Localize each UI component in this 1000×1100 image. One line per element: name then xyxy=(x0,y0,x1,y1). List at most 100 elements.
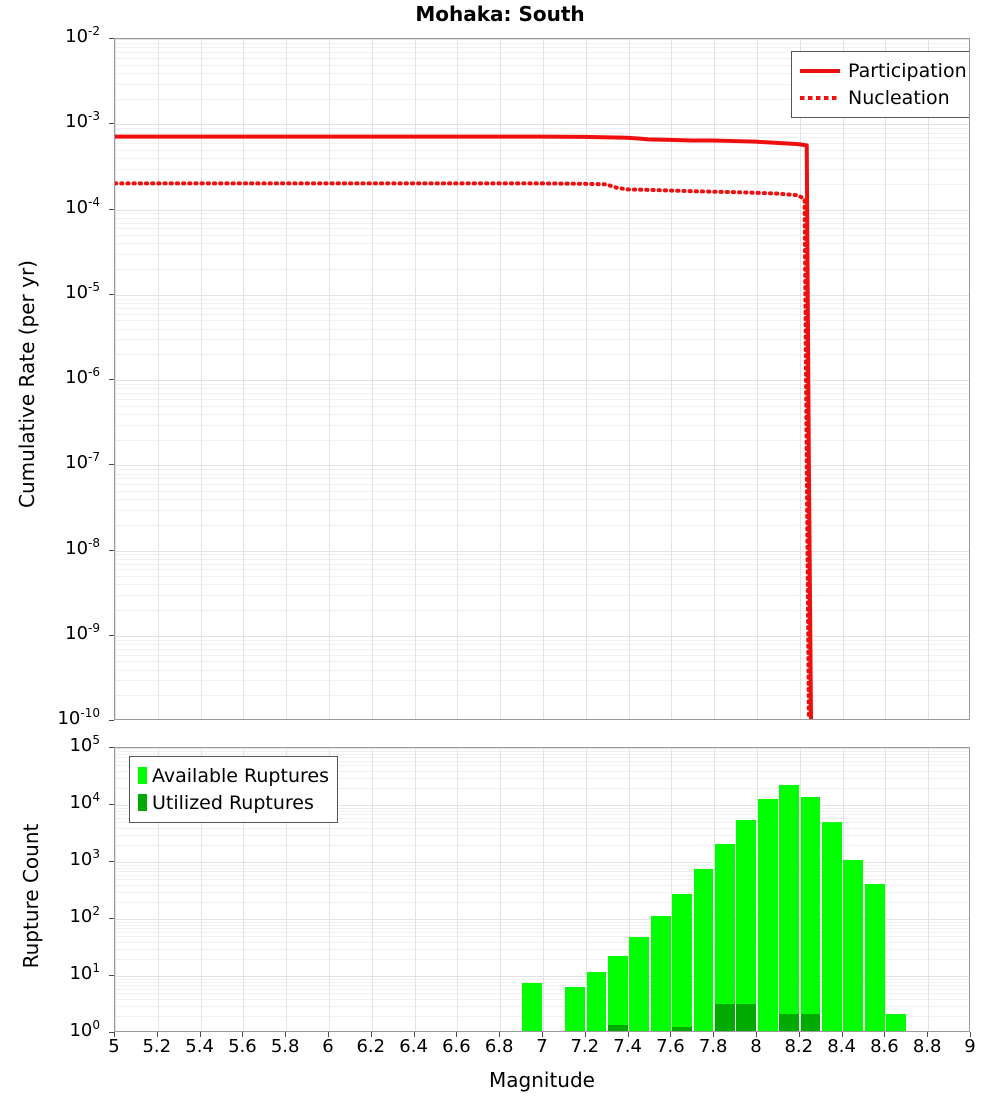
gridline-horizontal xyxy=(115,73,969,74)
gridline-horizontal xyxy=(115,761,969,762)
x-tick-label: 5.8 xyxy=(270,1036,300,1057)
available-swatch-icon xyxy=(138,767,147,784)
bottom-y-tick-label: 101 xyxy=(69,961,100,984)
bar-available-ruptures xyxy=(586,971,607,1031)
gridline-horizontal xyxy=(115,295,969,296)
x-tickmark xyxy=(285,1032,286,1037)
gridline-horizontal xyxy=(115,525,969,526)
bottom-y-tickmark xyxy=(109,861,114,862)
gridline-horizontal xyxy=(115,892,969,893)
bottom-y-tick-label: 105 xyxy=(69,733,100,756)
bar-available-ruptures xyxy=(843,860,864,1031)
top-y-tick-label: 10-7 xyxy=(65,450,100,474)
x-tick-label: 8 xyxy=(750,1036,762,1057)
gridline-horizontal xyxy=(115,822,969,823)
gridline-horizontal xyxy=(115,414,969,415)
bar-utilized-ruptures xyxy=(607,1024,628,1031)
gridline-horizontal xyxy=(115,902,969,903)
legend-item-available-ruptures[interactable]: Available Ruptures xyxy=(138,762,329,789)
gridline-horizontal xyxy=(115,384,969,385)
gridline-horizontal xyxy=(115,771,969,772)
legend-item-participation[interactable]: Participation xyxy=(800,57,967,84)
gridline-horizontal xyxy=(115,254,969,255)
gridline-horizontal xyxy=(115,158,969,159)
gridline-horizontal xyxy=(115,406,969,407)
top-y-tick: 10-6 xyxy=(0,366,108,387)
gridline-horizontal xyxy=(115,124,969,125)
top-y-tick: 10-2 xyxy=(0,25,108,46)
x-tickmark xyxy=(756,1032,757,1037)
top-y-tick-label: 10-4 xyxy=(65,194,100,218)
legend-label-utilized: Utilized Ruptures xyxy=(152,791,314,814)
top-y-tickmark xyxy=(109,720,114,721)
top-y-tick: 10-10 xyxy=(0,707,108,728)
gridline-horizontal xyxy=(115,925,969,926)
gridline-horizontal xyxy=(115,478,969,479)
gridline-horizontal xyxy=(115,128,969,129)
gridline-horizontal xyxy=(115,510,969,511)
gridline-horizontal xyxy=(115,228,969,229)
bar-available-ruptures xyxy=(800,796,821,1031)
gridline-horizontal xyxy=(115,243,969,244)
bottom-y-tick: 103 xyxy=(0,848,108,869)
gridline-horizontal xyxy=(115,425,969,426)
gridline-vertical xyxy=(115,748,116,1031)
x-tickmark xyxy=(157,1032,158,1037)
gridline-horizontal xyxy=(115,584,969,585)
legend-item-utilized-ruptures[interactable]: Utilized Ruptures xyxy=(138,789,329,816)
gridline-horizontal xyxy=(115,818,969,819)
x-tickmark xyxy=(713,1032,714,1037)
gridline-vertical xyxy=(757,748,758,1031)
bottom-y-tick-label: 103 xyxy=(69,847,100,870)
legend-item-nucleation[interactable]: Nucleation xyxy=(800,84,967,111)
x-tickmark xyxy=(499,1032,500,1037)
gridline-horizontal xyxy=(115,393,969,394)
bar-available-ruptures xyxy=(522,982,543,1031)
x-tick-label: 7.4 xyxy=(613,1036,642,1057)
gridline-vertical xyxy=(500,748,501,1031)
gridline-vertical xyxy=(586,39,587,719)
bar-utilized-ruptures xyxy=(779,1013,800,1031)
x-tick-label: 6.2 xyxy=(356,1036,386,1057)
cumulative-rate-plot: Participation Nucleation xyxy=(114,38,970,720)
gridline-horizontal xyxy=(115,636,969,637)
gridline-horizontal xyxy=(115,299,969,300)
gridline-horizontal xyxy=(115,559,969,560)
gridline-vertical xyxy=(714,39,715,719)
x-tickmark xyxy=(114,1032,115,1037)
gridline-horizontal xyxy=(115,610,969,611)
gridline-vertical xyxy=(286,748,287,1031)
gridline-horizontal xyxy=(115,499,969,500)
gridline-horizontal xyxy=(115,58,969,59)
bar-available-ruptures xyxy=(736,820,757,1031)
gridline-vertical xyxy=(372,39,373,719)
gridline-horizontal xyxy=(115,928,969,929)
x-tickmark xyxy=(670,1032,671,1037)
gridline-horizontal xyxy=(115,84,969,85)
gridline-vertical xyxy=(800,748,801,1031)
legend-label-nucleation: Nucleation xyxy=(848,86,950,109)
bar-available-ruptures xyxy=(886,1013,907,1031)
bottom-y-tickmark xyxy=(109,975,114,976)
gridline-horizontal xyxy=(115,269,969,270)
x-tickmark xyxy=(542,1032,543,1037)
gridline-horizontal xyxy=(115,748,969,749)
bar-utilized-ruptures xyxy=(800,1013,821,1031)
gridline-horizontal xyxy=(115,922,969,923)
page-title: Mohaka: South xyxy=(415,2,585,26)
bar-utilized-ruptures xyxy=(714,1003,735,1031)
gridline-horizontal xyxy=(115,308,969,309)
gridline-horizontal xyxy=(115,465,969,466)
x-tickmark xyxy=(328,1032,329,1037)
gridline-horizontal xyxy=(115,949,969,950)
gridline-vertical xyxy=(757,39,758,719)
gridline-vertical xyxy=(115,39,116,719)
top-y-tick-label: 10-3 xyxy=(65,109,100,133)
x-tickmark xyxy=(371,1032,372,1037)
top-y-tick: 10-3 xyxy=(0,110,108,131)
gridline-horizontal xyxy=(115,569,969,570)
top-curves xyxy=(115,134,814,719)
gridline-horizontal xyxy=(115,133,969,134)
gridline-horizontal xyxy=(115,932,969,933)
